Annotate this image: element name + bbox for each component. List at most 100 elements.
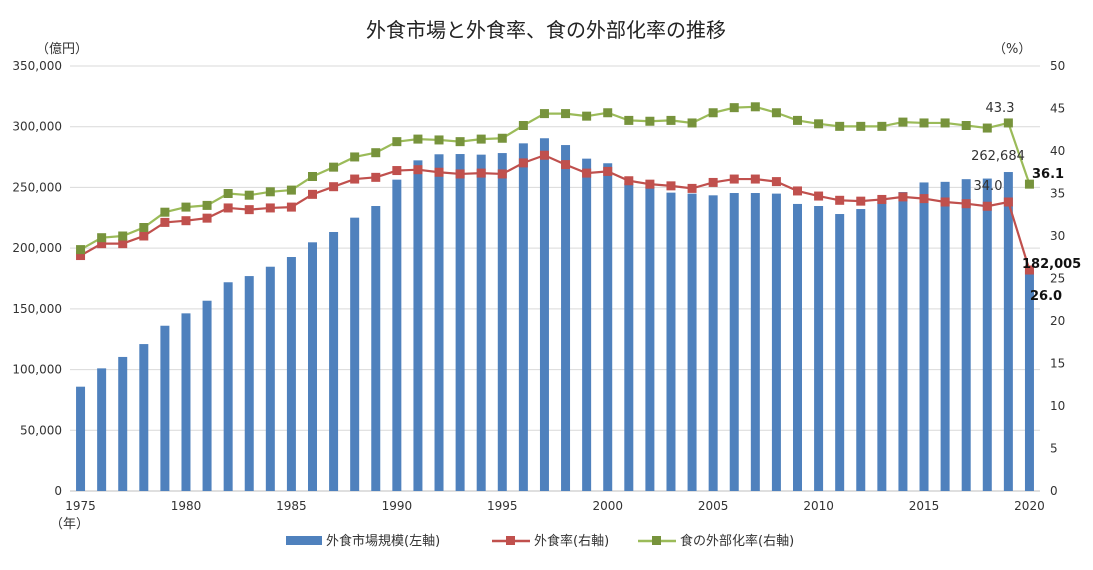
- right-tick-label: 15: [1050, 357, 1065, 371]
- bar-1979: [160, 325, 170, 491]
- bar-2011: [835, 214, 845, 491]
- bar-2017: [961, 179, 971, 491]
- bar-1990: [392, 179, 402, 491]
- gridlines: [70, 65, 1040, 492]
- bar-1986: [308, 242, 317, 491]
- marker-rate-1997: [539, 150, 549, 160]
- bar-1977: [118, 356, 128, 491]
- marker-rate-2017: [961, 199, 971, 209]
- marker-ext-2007: [750, 102, 760, 112]
- marker-rate-1990: [392, 166, 402, 176]
- marker-rate-2005: [708, 177, 718, 187]
- label-ext-2019: 43.3: [986, 101, 1015, 116]
- bar-1993: [455, 154, 465, 492]
- bar-2020: [1024, 269, 1034, 491]
- left-tick-label: 100,000: [12, 363, 62, 377]
- data-labels: 262,684 34.0 43.3 36.1 182,005 26.0: [971, 101, 1081, 304]
- marker-ext-2004: [687, 118, 697, 128]
- left-tick-label: 300,000: [12, 120, 62, 134]
- marker-ext-1999: [582, 111, 592, 121]
- marker-rate-1996: [518, 158, 528, 168]
- marker-rate-1980: [181, 216, 191, 226]
- x-tick-label: 1980: [171, 499, 202, 513]
- marker-rate-1993: [455, 169, 465, 179]
- marker-ext-1991: [413, 134, 423, 144]
- marker-rate-1978: [139, 231, 149, 241]
- marker-rate-2019: [1003, 197, 1013, 207]
- line-ext: [80, 105, 1031, 251]
- marker-rate-2004: [687, 183, 697, 193]
- x-tick-label: 2000: [592, 499, 623, 513]
- marker-rate-2010: [814, 191, 824, 201]
- marker-ext-2001: [624, 115, 634, 125]
- marker-rate-1999: [582, 168, 592, 178]
- chart-title: 外食市場と外食率、食の外部化率の推移: [366, 18, 726, 42]
- bar-2000: [603, 163, 613, 491]
- x-tick-label: 1975: [65, 499, 96, 513]
- legend-label-rate: 外食率(右軸): [534, 533, 609, 549]
- line-rate: [80, 154, 1031, 271]
- right-tick-label: 0: [1050, 484, 1058, 498]
- left-tick-label: 350,000: [12, 59, 62, 73]
- bar-1978: [139, 344, 149, 491]
- bar-1995: [497, 153, 507, 492]
- left-tick-label: 50,000: [20, 423, 62, 437]
- marker-rate-1998: [561, 160, 571, 170]
- x-tick-label: 1990: [382, 499, 413, 513]
- marker-rate-2011: [835, 195, 845, 205]
- marker-rate-1979: [160, 217, 170, 227]
- marker-ext-1988: [350, 152, 360, 162]
- right-tick-label: 20: [1050, 314, 1065, 328]
- bar-1975: [76, 386, 86, 491]
- marker-ext-1990: [392, 137, 402, 147]
- marker-ext-2019: [1003, 118, 1013, 128]
- right-tick-label: 5: [1050, 442, 1058, 456]
- marker-ext-2016: [940, 118, 950, 128]
- label-bar-2020: 182,005: [1022, 257, 1081, 272]
- right-tick-label: 35: [1050, 187, 1065, 201]
- bar-1980: [181, 313, 191, 491]
- x-tick-label: 2015: [909, 499, 940, 513]
- marker-ext-1983: [244, 190, 254, 200]
- bar-1996: [518, 143, 528, 491]
- marker-ext-1987: [329, 162, 339, 172]
- marker-rate-1994: [476, 168, 486, 178]
- x-tick-label: 2020: [1014, 499, 1045, 513]
- right-axis: 0 5 10 15 20 25 30 35 40 45 50: [1050, 59, 1065, 498]
- bar-2004: [687, 193, 697, 491]
- legend-swatch-ext-marker: [652, 536, 661, 545]
- bar-2009: [793, 203, 802, 491]
- marker-rate-2006: [729, 174, 739, 184]
- marker-ext-1986: [308, 172, 317, 181]
- marker-ext-1977: [118, 231, 128, 241]
- marker-ext-2020: [1024, 179, 1034, 189]
- marker-ext-2011: [835, 121, 845, 131]
- right-tick-label: 10: [1050, 399, 1065, 413]
- bar-1985: [286, 257, 296, 491]
- marker-ext-1998: [561, 109, 571, 119]
- marker-rate-2015: [919, 194, 929, 204]
- bar-1982: [223, 282, 233, 491]
- marker-rate-1977: [118, 239, 128, 249]
- bar-2010: [814, 206, 824, 491]
- marker-rate-2014: [898, 192, 908, 202]
- right-tick-label: 40: [1050, 144, 1065, 158]
- marker-rate-2000: [603, 166, 613, 176]
- bar-1997: [539, 138, 549, 491]
- marker-ext-1995: [497, 133, 507, 143]
- marker-ext-1994: [476, 134, 486, 144]
- marker-ext-1978: [139, 223, 149, 232]
- right-tick-label: 30: [1050, 229, 1065, 243]
- marker-ext-1982: [223, 189, 233, 198]
- marker-rate-2016: [940, 197, 950, 207]
- right-tick-label: 45: [1050, 102, 1065, 116]
- bar-2016: [940, 181, 950, 492]
- x-tick-label: 1995: [487, 499, 518, 513]
- marker-rate-2020: [1024, 265, 1034, 275]
- marker-rate-1981: [202, 213, 212, 223]
- bar-1984: [265, 266, 275, 491]
- bar-2018: [982, 178, 992, 492]
- label-bar-2019: 262,684: [971, 149, 1025, 164]
- line-series: [76, 102, 1034, 275]
- x-tick-label: 2010: [803, 499, 834, 513]
